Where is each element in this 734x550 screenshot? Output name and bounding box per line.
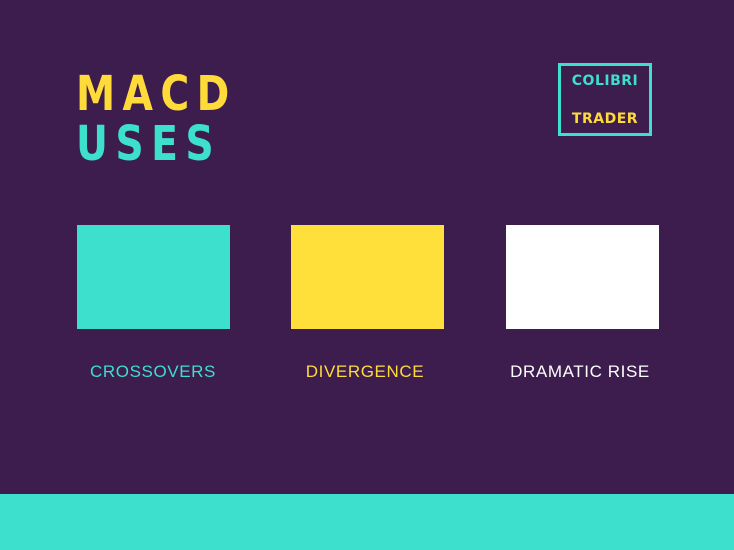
dramatic-rise-swatch xyxy=(506,225,659,329)
logo-text-colibri: COLIBRI xyxy=(571,73,639,89)
crossovers-label: CROSSOVERS xyxy=(90,362,216,381)
divergence-swatch xyxy=(291,225,444,329)
colibri-trader-logo: COLIBRI TRADER xyxy=(558,63,652,136)
dramatic-rise-label: DRAMATIC RISE xyxy=(510,362,650,381)
divergence-label: DIVERGENCE xyxy=(305,362,425,381)
title-line-uses: USES xyxy=(76,116,222,172)
footer-band xyxy=(0,494,734,550)
title-line-macd: MACD xyxy=(76,66,237,122)
logo-text-trader: TRADER xyxy=(571,111,639,127)
crossovers-swatch xyxy=(77,225,230,329)
